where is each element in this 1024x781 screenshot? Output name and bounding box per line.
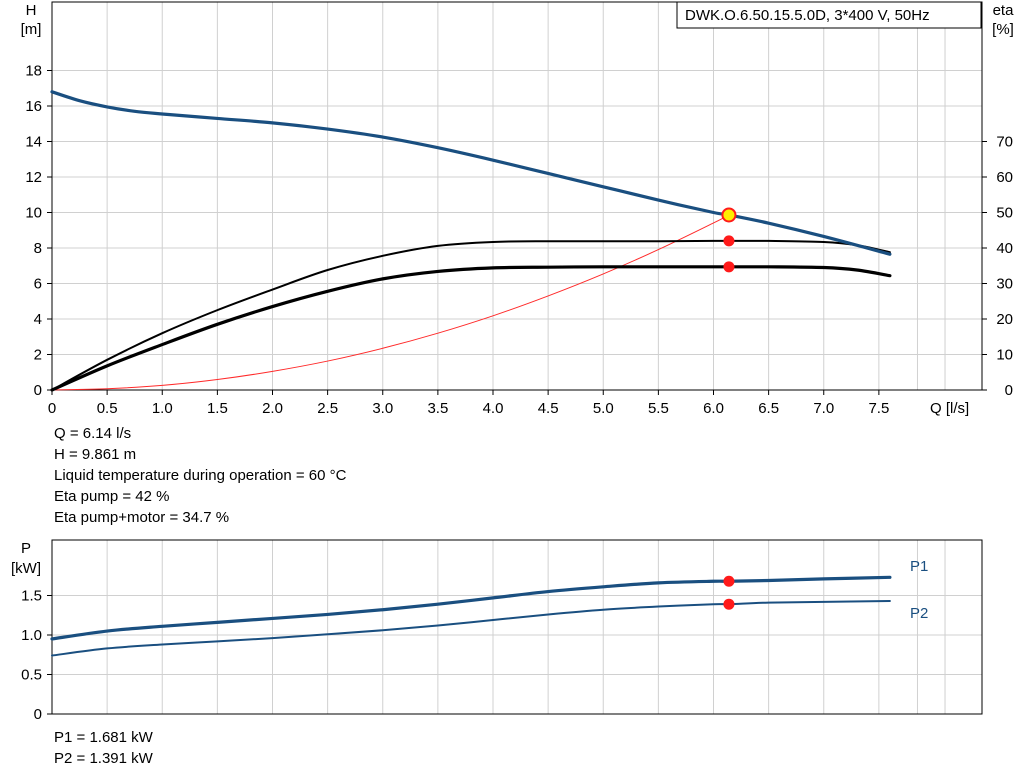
power-y-tick-label: 1.0	[21, 627, 42, 644]
y2-tick-label: 60	[996, 169, 1013, 186]
y-tick-label: 6	[34, 276, 42, 293]
duty-flow: Q = 6.14 l/s	[54, 425, 132, 442]
x-tick-label: 0.5	[97, 400, 118, 417]
power-axis-label-name: P	[21, 540, 31, 557]
power-info: P1 = 1.681 kW P2 = 1.391 kW	[54, 727, 153, 769]
power-p1-value: P1 = 1.681 kW	[54, 729, 153, 746]
y2-tick-label: 10	[996, 347, 1013, 364]
power-operating-point-marker	[723, 598, 735, 610]
duty-eta-pump: Eta pump = 42 %	[54, 488, 170, 505]
power-operating-point-marker	[723, 575, 735, 587]
y-tick-label: 2	[34, 347, 42, 364]
duty-point-marker	[721, 207, 737, 223]
x-tick-label: 6.5	[758, 400, 779, 417]
y-tick-label: 0	[34, 382, 42, 399]
x-tick-label: 5.5	[648, 400, 669, 417]
power-chart-grid	[52, 540, 982, 714]
power-chart-series	[50, 575, 892, 657]
y-axis-label-unit: [m]	[21, 21, 42, 38]
operating-point-marker	[723, 261, 735, 273]
y-tick-label: 10	[25, 205, 42, 222]
x-tick-label: 2.5	[317, 400, 338, 417]
duty-point-info: Q = 6.14 l/s H = 9.861 m Liquid temperat…	[54, 423, 346, 528]
x-tick-label: 2.0	[262, 400, 283, 417]
curve-eta-pump	[51, 239, 891, 391]
y-tick-label: 12	[25, 169, 42, 186]
curve-system-curve	[51, 214, 730, 391]
duty-liquid-temperature: Liquid temperature during operation = 60…	[54, 467, 347, 484]
power-chart-ticks: 0 0.5 1.0 1.5	[21, 588, 52, 723]
power-y-tick-label: 0.5	[21, 667, 42, 684]
power-y-tick-label: 0	[34, 706, 42, 723]
model-label-box	[676, 1, 982, 29]
curve-power-p1	[50, 575, 892, 641]
y-tick-label: 16	[25, 98, 42, 115]
x-tick-label: 6.0	[703, 400, 724, 417]
x-tick-label: 0	[48, 400, 56, 417]
power-p2-value: P2 = 1.391 kW	[54, 750, 153, 767]
series-label-p2: P2	[910, 605, 928, 622]
x-tick-label: 4.0	[483, 400, 504, 417]
power-axis-label-unit: [kW]	[11, 560, 41, 577]
x-tick-label: 1.0	[152, 400, 173, 417]
head-chart-series	[50, 90, 892, 392]
power-y-tick-label: 1.5	[21, 588, 42, 605]
head-chart-grid	[52, 2, 982, 390]
y-tick-label: 18	[25, 63, 42, 80]
head-chart-frame	[51, 1, 983, 391]
x-tick-label: 7.5	[868, 400, 889, 417]
duty-head: H = 9.861 m	[54, 446, 137, 463]
x-tick-label: 5.0	[593, 400, 614, 417]
head-chart-ticks: 0 0.5 1.0 1.5 2.0 2.5 3.0 3.5 4.0 4.5 5.0 5.5 6.0 6.5…	[25, 63, 1013, 418]
y2-tick-label: 70	[996, 134, 1013, 151]
x-tick-label: 3.5	[427, 400, 448, 417]
x-tick-label: 3.0	[372, 400, 393, 417]
y2-tick-label: 50	[996, 205, 1013, 222]
y2-tick-label: 40	[996, 240, 1013, 257]
x-tick-label: 1.5	[207, 400, 228, 417]
power-chart-frame	[51, 539, 983, 715]
x-axis-label: Q [l/s]	[930, 400, 969, 417]
operating-point-markers	[721, 207, 737, 610]
curve-power-p2	[51, 600, 891, 657]
y-tick-label: 14	[25, 134, 42, 151]
y2-tick-label: 30	[996, 276, 1013, 293]
x-tick-label: 7.0	[813, 400, 834, 417]
operating-point-marker	[723, 235, 735, 247]
y-tick-label: 4	[34, 311, 42, 328]
curve-eta-total	[50, 265, 892, 392]
y-axis-label-name: H	[26, 2, 37, 19]
x-tick-label: 4.5	[538, 400, 559, 417]
series-label-p1: P1	[910, 558, 928, 575]
y-tick-label: 8	[34, 240, 42, 257]
curve-head	[50, 90, 892, 256]
duty-eta-total: Eta pump+motor = 34.7 %	[54, 509, 230, 526]
model-label: DWK.O.6.50.15.5.0D, 3*400 V, 50Hz	[685, 7, 930, 24]
y2-axis-label-name: eta	[993, 2, 1015, 19]
y2-tick-label: 0	[1005, 382, 1013, 399]
y2-axis-label-unit: [%]	[992, 21, 1014, 38]
y2-tick-label: 20	[996, 311, 1013, 328]
